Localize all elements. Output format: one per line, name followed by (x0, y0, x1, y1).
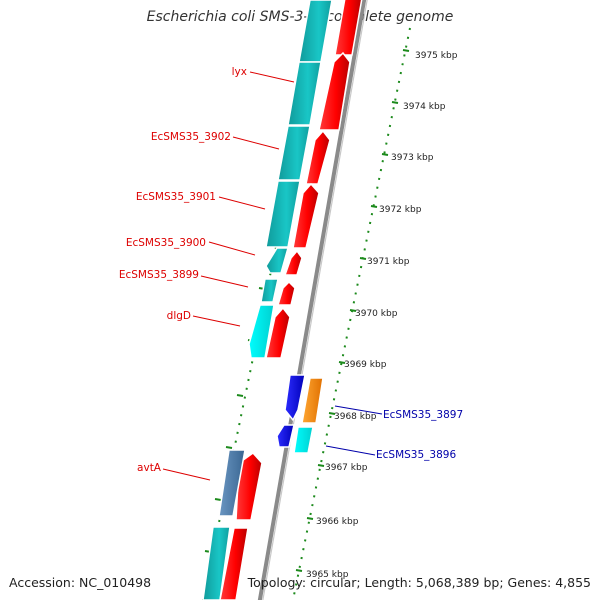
map-title: Escherichia coli SMS-3-5, complete genom… (146, 9, 454, 25)
gene-arrow[interactable] (298, 0, 333, 63)
gene-arrow[interactable] (260, 278, 279, 303)
tick-label: 3965 kbp (306, 570, 349, 580)
gene-arrow[interactable] (305, 129, 331, 185)
gene-label-avta[interactable]: avtA (137, 462, 162, 474)
gene-arrow[interactable] (265, 306, 291, 359)
topology-label: Topology: circular; Length: 5,068,389 bp… (247, 575, 591, 590)
gene-arrow[interactable] (265, 247, 289, 274)
genome-backbone (257, 0, 368, 600)
gene-arrow[interactable] (277, 125, 311, 181)
gene-arrow[interactable] (219, 527, 249, 600)
tick-label: 3969 kbp (344, 360, 387, 370)
gene-label-ecsms35-3899[interactable]: EcSMS35_3899 (119, 269, 199, 281)
accession-label: Accession: NC_010498 (9, 575, 152, 590)
tick-label: 3972 kbp (379, 205, 422, 215)
tick-label: 3973 kbp (391, 153, 434, 163)
gene-arrow[interactable] (235, 452, 263, 521)
label-leaders (162, 71, 383, 481)
gene-arrow-orange[interactable] (301, 377, 324, 424)
tick-label: 3968 kbp (334, 412, 377, 422)
gene-label-ecsms35-3902[interactable]: EcSMS35_3902 (151, 131, 231, 143)
gene-arrow[interactable] (292, 182, 320, 249)
tick-label: 3967 kbp (325, 463, 368, 473)
inner-features (218, 374, 324, 517)
tick-label: 3971 kbp (367, 257, 410, 267)
tick-label: 3966 kbp (316, 517, 359, 527)
ruler-tick-labels: 3975 kbp 3974 kbp 3973 kbp 3972 kbp 3971… (306, 51, 458, 580)
gene-arrow[interactable] (202, 526, 231, 600)
gene-arrow-steel[interactable] (218, 449, 246, 517)
gene-arrow[interactable] (276, 280, 296, 306)
gene-label-ecsms35-3900[interactable]: EcSMS35_3900 (126, 237, 206, 249)
gene-label-ecsms35-3897[interactable]: EcSMS35_3897 (383, 409, 463, 421)
gene-label-dlgd[interactable]: dlgD (167, 310, 191, 322)
gene-arrow-cyan[interactable] (293, 426, 314, 454)
gene-arrow-blue[interactable] (284, 374, 306, 422)
forward-strand-features (219, 0, 363, 600)
gene-labels: lyx EcSMS35_3902 EcSMS35_3901 EcSMS35_39… (119, 66, 463, 474)
ruler-outer (292, 27, 411, 600)
gene-label-ecsms35-3901[interactable]: EcSMS35_3901 (136, 191, 216, 203)
gene-arrow[interactable] (248, 304, 275, 359)
gene-label-ecsms35-3896[interactable]: EcSMS35_3896 (376, 449, 456, 461)
gene-arrow[interactable] (334, 0, 363, 56)
gene-arrow[interactable] (318, 51, 351, 131)
gene-arrow[interactable] (283, 249, 303, 276)
gene-arrow-blue[interactable] (276, 424, 295, 448)
tick-label: 3975 kbp (415, 51, 458, 61)
gene-arrow[interactable] (287, 61, 322, 126)
tick-label: 3974 kbp (403, 102, 446, 112)
reverse-strand-features (202, 0, 333, 600)
gene-arrow[interactable] (265, 180, 301, 248)
gene-label-lyx[interactable]: lyx (232, 66, 247, 78)
tick-label: 3970 kbp (355, 309, 398, 319)
